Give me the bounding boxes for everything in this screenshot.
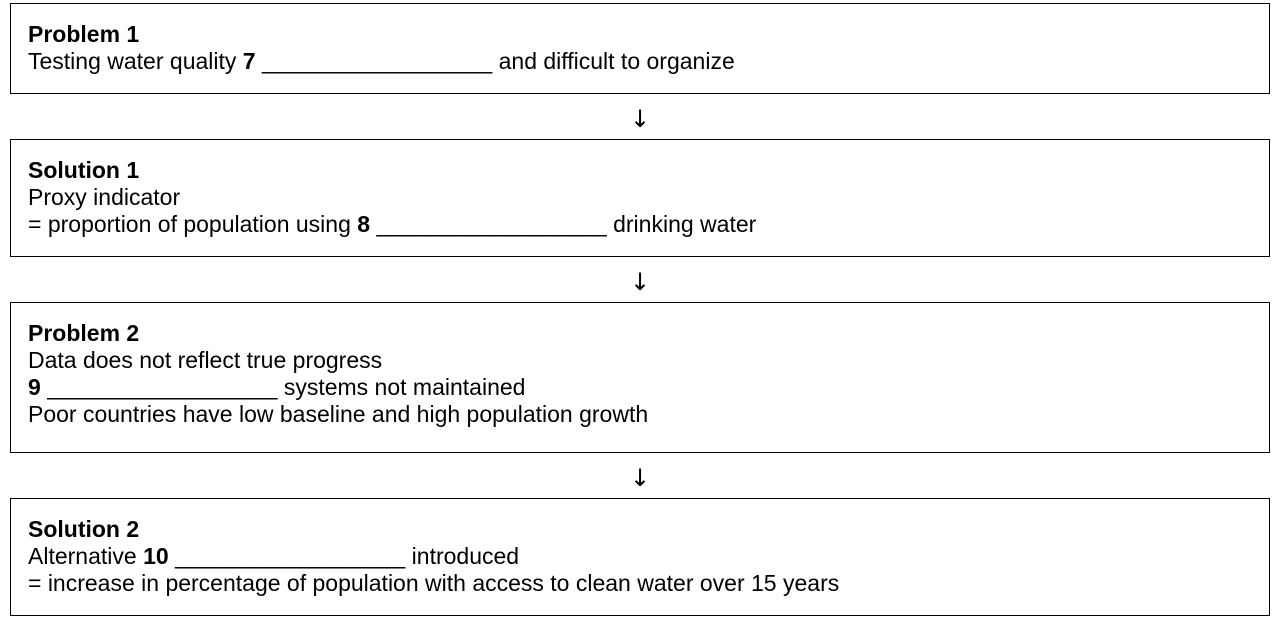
solution-2-line-1: Alternative 10 __________________ introd…	[28, 543, 1252, 570]
solution-1-text-post: drinking water	[606, 211, 757, 237]
solution-1-title: Solution 1	[28, 157, 140, 183]
problem-2-text-post: systems not maintained	[277, 374, 526, 400]
problem-1-box: Problem 1 Testing water quality 7 ______…	[10, 3, 1270, 94]
down-arrow-icon: ↓	[629, 268, 651, 296]
problem-2-line-2: 9 __________________ systems not maintai…	[28, 374, 1252, 401]
solution-1-text-pre: = proportion of population using	[28, 211, 358, 237]
question-9-blank: __________________	[47, 374, 278, 400]
solution-2-text-post: introduced	[405, 543, 520, 569]
problem-2-line-3: Poor countries have low baseline and hig…	[28, 401, 649, 427]
problem-1-text-post: and difficult to organize	[492, 48, 735, 74]
solution-1-line-1: Proxy indicator	[28, 184, 181, 210]
problem-2-box: Problem 2 Data does not reflect true pro…	[10, 302, 1270, 453]
solution-2-title: Solution 2	[28, 516, 140, 542]
question-10-blank: __________________	[175, 543, 406, 569]
solution-2-text-pre: Alternative	[28, 543, 144, 569]
question-7-blank: __________________	[261, 48, 493, 74]
down-arrow-icon: ↓	[629, 464, 651, 492]
problem-2-title: Problem 2	[28, 320, 140, 346]
problem-1-text-pre: Testing water quality	[28, 48, 243, 74]
question-8-blank: __________________	[376, 211, 607, 237]
question-10-number: 10	[143, 543, 169, 569]
down-arrow-icon: ↓	[629, 105, 651, 133]
question-7-number: 7	[242, 48, 256, 74]
problem-1-line-1: Testing water quality 7 ________________…	[28, 48, 1252, 75]
solution-2-box: Solution 2 Alternative 10 ______________…	[10, 498, 1270, 616]
problem-2-line-1: Data does not reflect true progress	[28, 347, 383, 373]
solution-1-box: Solution 1 Proxy indicator = proportion …	[10, 139, 1270, 257]
question-8-number: 8	[357, 211, 371, 237]
solution-2-line-2: = increase in percentage of population w…	[28, 570, 840, 596]
problem-1-title: Problem 1	[28, 21, 140, 47]
question-9-number: 9	[28, 374, 41, 400]
solution-1-line-2: = proportion of population using 8 _____…	[28, 211, 1252, 238]
